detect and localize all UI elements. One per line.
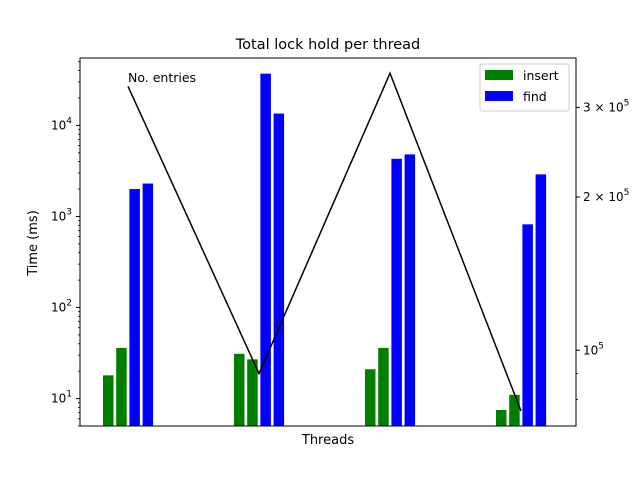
legend-label-find: find bbox=[523, 89, 547, 104]
bar-find bbox=[535, 174, 547, 426]
bar-find bbox=[522, 224, 533, 426]
plot-frame bbox=[79, 57, 577, 427]
y-tick-label: 103 bbox=[51, 207, 72, 223]
plot-area: 101 102 103 104 105 2 × 105 3 × 105 No. entries bbox=[51, 61, 629, 427]
bar-insert bbox=[234, 353, 245, 426]
bar-insert bbox=[365, 369, 376, 426]
bar-insert bbox=[496, 409, 507, 426]
bar-insert bbox=[116, 347, 127, 426]
line-label: No. entries bbox=[128, 70, 196, 85]
bar-find bbox=[260, 73, 271, 427]
legend-label-insert: insert bbox=[523, 68, 559, 83]
bar-insert bbox=[378, 347, 389, 426]
bar-insert bbox=[509, 394, 520, 426]
y-axis-label: Time (ms) bbox=[26, 210, 41, 277]
x-axis-label: Threads bbox=[301, 433, 354, 448]
y-tick-label: 104 bbox=[51, 116, 72, 132]
bar-find bbox=[142, 183, 154, 426]
legend: insert find bbox=[479, 63, 570, 112]
bar-insert bbox=[103, 375, 114, 426]
bar-find bbox=[129, 189, 140, 426]
y-tick-label: 101 bbox=[51, 390, 72, 406]
bar-find bbox=[273, 113, 285, 426]
y2-tick-label: 2 × 105 bbox=[583, 188, 629, 204]
y2-tick-label: 3 × 105 bbox=[583, 98, 629, 114]
bar-insert bbox=[247, 359, 258, 426]
y-tick-label: 102 bbox=[51, 299, 72, 315]
legend-swatch-insert bbox=[485, 70, 513, 80]
legend-swatch-find bbox=[485, 91, 513, 101]
chart-title: Total lock hold per thread bbox=[235, 37, 420, 53]
bar-find bbox=[404, 154, 416, 427]
line-no-entries bbox=[127, 71, 522, 412]
bar-find bbox=[391, 158, 402, 426]
y2-tick-label: 105 bbox=[583, 341, 604, 357]
